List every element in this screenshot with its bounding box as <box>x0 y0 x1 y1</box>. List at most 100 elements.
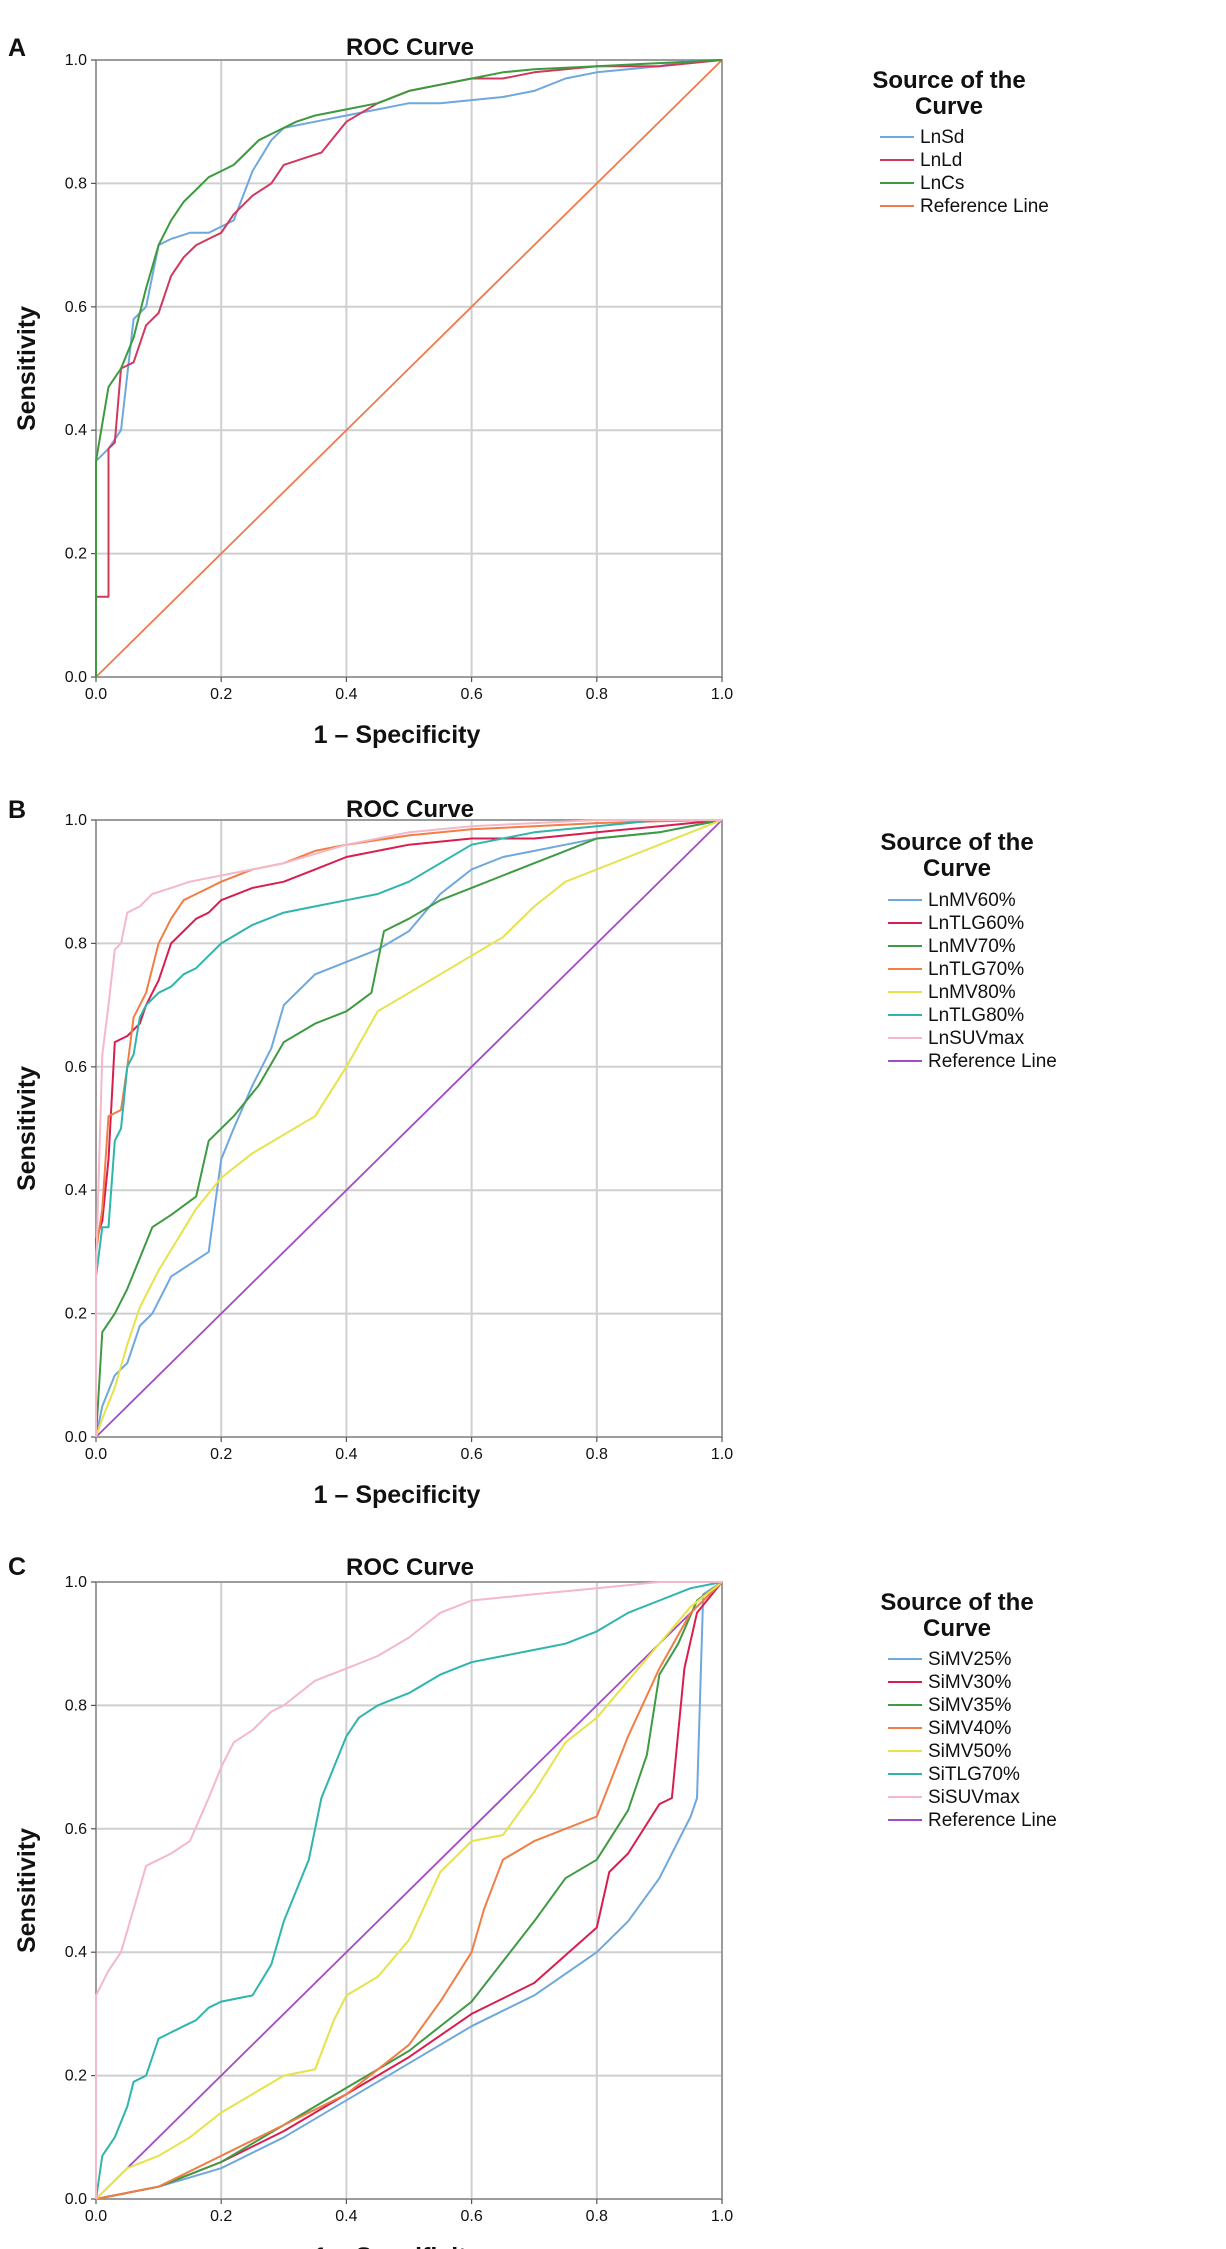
legend-label-lnsuvmax: LnSUVmax <box>928 1028 1025 1049</box>
panel-letter: B <box>8 796 26 824</box>
y-tick-label: 1.0 <box>65 812 87 829</box>
series-line-simv35pct <box>95 1581 723 2200</box>
x-tick-label: 0.0 <box>85 2208 107 2225</box>
x-tick-label: 1.0 <box>711 686 733 703</box>
y-tick-label: 1.0 <box>65 1574 87 1591</box>
y-tick-label: 0.6 <box>65 299 87 316</box>
legend-label-lncs: LnCs <box>920 173 964 194</box>
legend: Source of the Curve LnSdLnLdLnCsReference … <box>872 67 1049 217</box>
panel-c: C ROC Curve 0.0 0.2 0.4 0.6 0.8 1.0 0.0 0.2 0.4 0.6… <box>8 1553 1057 2249</box>
legend-label-simv40pct: SiMV40% <box>928 1718 1012 1739</box>
series-line-lncs <box>95 59 723 677</box>
series-line-lntlg60pct <box>95 819 723 1437</box>
x-tick-label: 0.0 <box>85 686 107 703</box>
legend-label-lnld: LnLd <box>920 150 962 171</box>
panel-letter: C <box>8 1553 26 1581</box>
y-axis-label: Sensitivity <box>13 1066 41 1191</box>
series-line-lnmv80pct <box>95 819 723 1438</box>
legend-label-simv35pct: SiMV35% <box>928 1695 1012 1716</box>
panel-letter: A <box>8 34 26 62</box>
series-line-lntlg70pct <box>95 819 723 1437</box>
y-tick-label: 0.0 <box>65 669 87 686</box>
y-tick-label: 0.0 <box>65 2191 87 2208</box>
x-axis-label: 1 – Specificity <box>314 721 481 749</box>
legend: Source of the CurveSiMV25%SiMV30%SiMV35%S… <box>880 1589 1057 1831</box>
legend-label-lnmv60pct: LnMV60% <box>928 890 1016 911</box>
panel-a: A ROC Curve 0.0 0.2 0.4 0.6 0.8 1.0 0.0 0.2 0.4 0.6… <box>8 34 1049 749</box>
legend-label-lntlg80pct: LnTLG80% <box>928 1005 1024 1026</box>
y-tick-label: 0.2 <box>65 546 87 563</box>
legend-label-reference-line: Reference Line <box>928 1051 1057 1072</box>
series-line-simv25pct <box>95 1581 723 2200</box>
y-tick-label: 1.0 <box>65 52 87 69</box>
series-line-simv40pct <box>95 1581 723 2200</box>
y-tick-label: 0.4 <box>65 422 87 439</box>
x-tick-label: 0.0 <box>85 1446 107 1463</box>
legend-label-sitlg70pct: SiTLG70% <box>928 1764 1020 1785</box>
plot-frame <box>95 1581 723 2200</box>
plot-frame <box>95 59 723 678</box>
plot-frame <box>95 819 723 1438</box>
series-line-sisuvmax <box>95 1581 722 2199</box>
x-tick-label: 0.4 <box>335 686 357 703</box>
y-tick-label: 0.4 <box>65 1182 87 1199</box>
series-line-simv50pct <box>95 1581 723 2200</box>
x-tick-label: 0.4 <box>335 1446 357 1463</box>
legend-label-reference-line: Reference Line <box>920 196 1049 217</box>
y-tick-label: 0.8 <box>65 175 87 192</box>
series-line-reference-line <box>95 1581 723 2200</box>
series-line-lnmv60pct <box>95 819 723 1438</box>
chart-title: ROC Curve <box>346 34 474 61</box>
legend-label-reference-line: Reference Line <box>928 1810 1057 1831</box>
x-tick-label: 0.8 <box>586 1446 608 1463</box>
y-tick-label: 0.2 <box>65 2068 87 2085</box>
legend-label-simv25pct: SiMV25% <box>928 1649 1012 1670</box>
x-tick-label: 0.6 <box>460 2208 482 2225</box>
series-line-simv30pct <box>95 1581 723 2200</box>
y-tick-label: 0.6 <box>65 1059 87 1076</box>
x-axis-label: 1 – Specificity <box>314 1481 481 1509</box>
legend-label-simv50pct: SiMV50% <box>928 1741 1012 1762</box>
x-tick-label: 0.6 <box>460 1446 482 1463</box>
x-tick-label: 0.8 <box>586 686 608 703</box>
x-tick-label: 0.2 <box>210 2208 232 2225</box>
x-tick-label: 1.0 <box>711 2208 733 2225</box>
chart-title: ROC Curve <box>346 1554 474 1581</box>
legend-label-lntlg70pct: LnTLG70% <box>928 959 1024 980</box>
y-axis-label: Sensitivity <box>13 306 41 431</box>
x-tick-label: 0.6 <box>460 686 482 703</box>
legend-label-lnmv70pct: LnMV70% <box>928 936 1016 957</box>
y-tick-label: 0.4 <box>65 1944 87 1961</box>
series-line-sitlg70pct <box>95 1581 723 2200</box>
legend-label-lnmv80pct: LnMV80% <box>928 982 1016 1003</box>
legend-label-lntlg60pct: LnTLG60% <box>928 913 1024 934</box>
panel-b: B ROC Curve 0.0 0.2 0.4 0.6 0.8 1.0 0.0 0.2 0.4 0.6… <box>8 796 1057 1509</box>
y-tick-label: 0.2 <box>65 1306 87 1323</box>
series-line-lnsuvmax <box>95 819 722 1437</box>
y-tick-label: 0.0 <box>65 1429 87 1446</box>
legend-title: Source of the Curve <box>880 829 1033 882</box>
y-axis-label: Sensitivity <box>13 1828 41 1953</box>
series-line-lntlg80pct <box>95 819 722 1437</box>
y-tick-label: 0.8 <box>65 1697 87 1714</box>
legend-title: Source of the Curve <box>880 1589 1033 1642</box>
legend-label-simv30pct: SiMV30% <box>928 1672 1012 1693</box>
chart-title: ROC Curve <box>346 796 474 823</box>
series-line-lnld <box>95 59 723 677</box>
x-tick-label: 0.4 <box>335 2208 357 2225</box>
x-tick-label: 0.8 <box>586 2208 608 2225</box>
series-line-reference-line <box>95 59 723 678</box>
x-tick-label: 0.2 <box>210 1446 232 1463</box>
legend-title: Source of the Curve <box>872 67 1025 120</box>
series-line-reference-line <box>95 819 723 1438</box>
x-tick-label: 0.2 <box>210 686 232 703</box>
series-line-lnmv70pct <box>95 819 723 1438</box>
y-tick-label: 0.8 <box>65 935 87 952</box>
legend-label-sisuvmax: SiSUVmax <box>928 1787 1020 1808</box>
legend: Source of the Curve LnMV60%LnTLG60%LnMV70%… <box>880 829 1057 1072</box>
x-axis-label: 1 – Specificity <box>314 2243 481 2249</box>
legend-label-lnsd: LnSd <box>920 127 964 148</box>
y-tick-label: 0.6 <box>65 1821 87 1838</box>
x-tick-label: 1.0 <box>711 1446 733 1463</box>
